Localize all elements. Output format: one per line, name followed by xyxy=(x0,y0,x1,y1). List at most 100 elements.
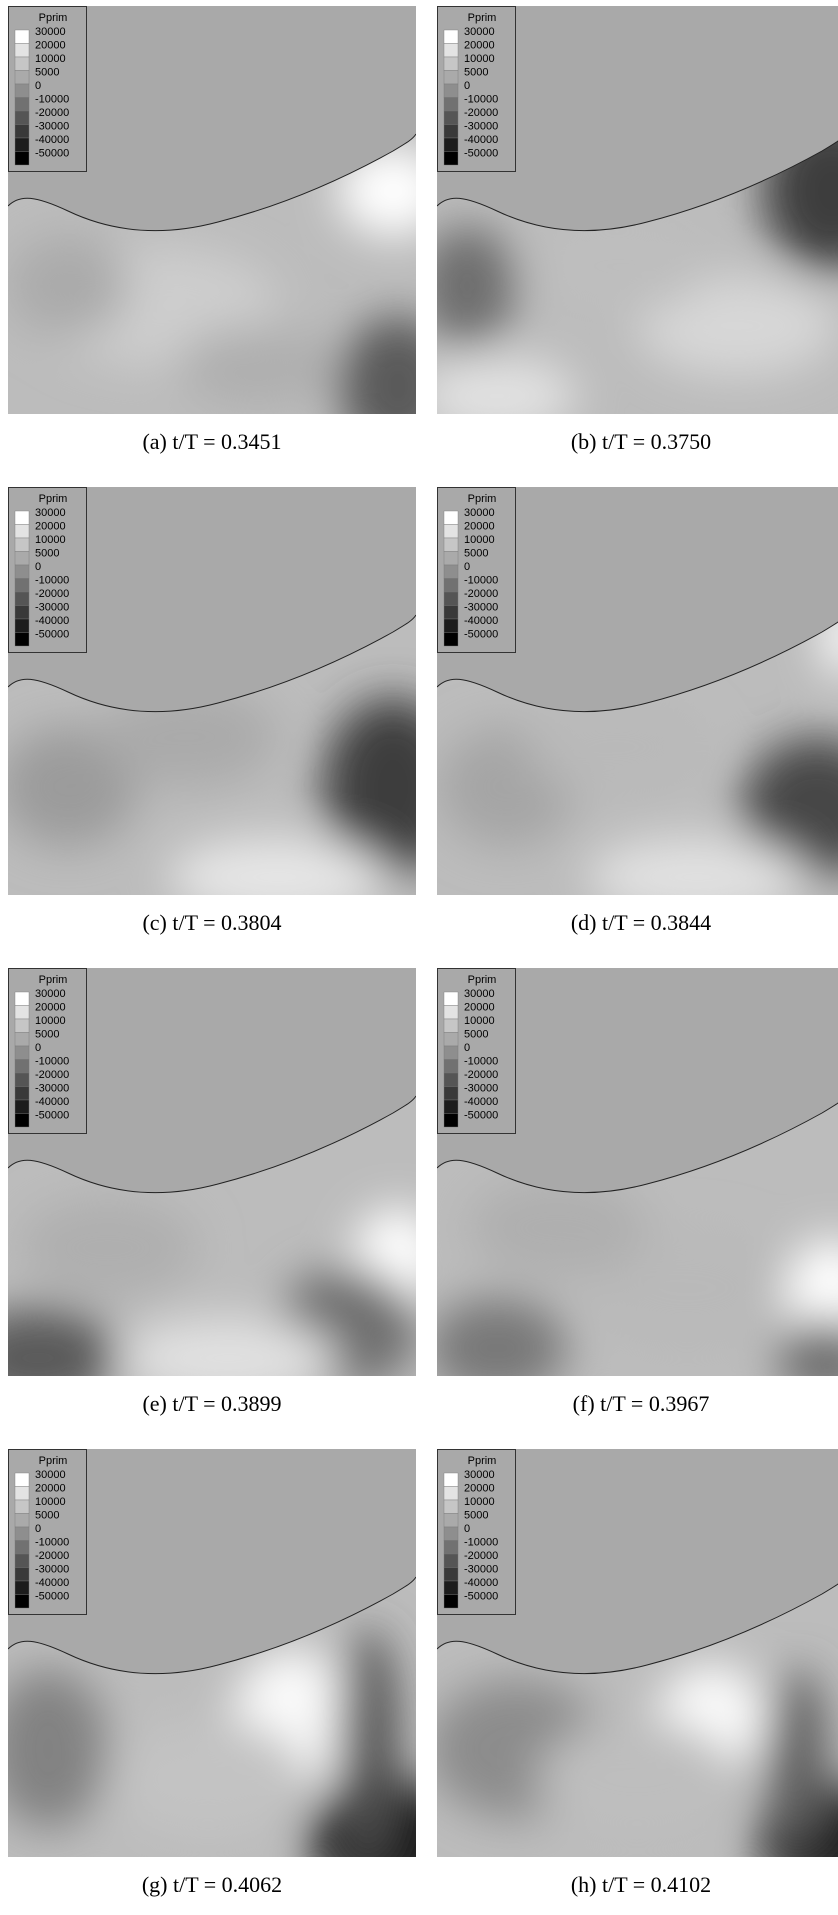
legend-swatch xyxy=(14,618,30,633)
legend-label: 10000 xyxy=(35,53,66,65)
shade xyxy=(8,236,128,336)
legend-swatch xyxy=(443,29,459,44)
legend-label: -20000 xyxy=(35,107,69,119)
legend-swatch xyxy=(443,1540,459,1555)
legend-swatch xyxy=(14,1005,30,1020)
free-surface xyxy=(8,1095,416,1194)
legend-title: Pprim xyxy=(468,12,497,24)
legend-label: -30000 xyxy=(464,601,498,613)
free-surface xyxy=(437,140,838,232)
legend-label: -50000 xyxy=(464,628,498,640)
legend-label: -20000 xyxy=(464,588,498,600)
legend-label: 30000 xyxy=(35,507,66,519)
shade xyxy=(118,1318,338,1376)
caption: (g) t/T = 0.4062 xyxy=(141,1872,283,1897)
legend-label: 5000 xyxy=(464,1028,488,1040)
legend-label: -30000 xyxy=(35,601,69,613)
legend-swatch xyxy=(14,1113,30,1128)
blobs xyxy=(8,687,416,895)
legend-label: -50000 xyxy=(35,1109,69,1121)
shade xyxy=(108,1719,308,1839)
shade xyxy=(338,1629,398,1857)
legend-label: -40000 xyxy=(464,134,498,146)
legend-label: -40000 xyxy=(35,615,69,627)
shade xyxy=(527,216,707,316)
legend-label: 20000 xyxy=(35,1001,66,1013)
legend-swatch xyxy=(443,97,459,112)
legend-title: Pprim xyxy=(39,974,68,986)
legend-swatch xyxy=(14,991,30,1006)
legend-swatch xyxy=(443,70,459,85)
shade xyxy=(338,146,416,236)
legend-label: 30000 xyxy=(464,507,495,519)
legend-label: 30000 xyxy=(464,1469,495,1481)
legend-swatch xyxy=(443,43,459,58)
legend-label: 10000 xyxy=(464,534,495,546)
legend-swatch xyxy=(443,551,459,566)
shade xyxy=(437,226,517,346)
legend-label: 5000 xyxy=(464,1509,488,1521)
caption: (d) t/T = 0.3844 xyxy=(570,910,712,935)
legend-swatch xyxy=(14,151,30,166)
legend-label: -30000 xyxy=(464,1563,498,1575)
legend-swatch xyxy=(443,1032,459,1047)
legend-label: 0 xyxy=(464,80,470,92)
legend-label: 20000 xyxy=(35,520,66,532)
legend-label: -20000 xyxy=(35,588,69,600)
legend-label: 20000 xyxy=(464,1482,495,1494)
legend-swatch xyxy=(14,591,30,606)
legend-swatch xyxy=(14,1526,30,1541)
legend-label: 20000 xyxy=(35,1482,66,1494)
blobs xyxy=(437,1178,838,1376)
legend-swatch xyxy=(14,1553,30,1568)
legend-swatch xyxy=(443,151,459,166)
legend-label: 0 xyxy=(464,561,470,573)
legend-swatch xyxy=(443,564,459,579)
legend-label: 30000 xyxy=(35,26,66,38)
legend-swatch xyxy=(14,524,30,539)
legend-swatch xyxy=(443,124,459,139)
legend-label: -20000 xyxy=(35,1550,69,1562)
legend-label: 5000 xyxy=(35,547,59,559)
legend-swatch xyxy=(14,1567,30,1582)
free-surface xyxy=(437,621,838,713)
shade xyxy=(467,1178,647,1278)
legend-label: -10000 xyxy=(464,93,498,105)
legend-swatch xyxy=(443,1486,459,1501)
legend-swatch xyxy=(443,1580,459,1595)
legend-swatch xyxy=(443,110,459,125)
shade xyxy=(8,1308,118,1376)
legend-swatch xyxy=(14,70,30,85)
legend-swatch xyxy=(443,510,459,525)
legend-label: -10000 xyxy=(35,93,69,105)
legend-swatch xyxy=(14,1472,30,1487)
shade xyxy=(537,1719,737,1839)
shade xyxy=(8,1669,108,1829)
legend-label: -40000 xyxy=(35,134,69,146)
legend-swatch xyxy=(14,1513,30,1528)
legend-label: -10000 xyxy=(35,1055,69,1067)
legend-swatch xyxy=(14,537,30,552)
legend-label: 10000 xyxy=(464,1496,495,1508)
legend-label: -30000 xyxy=(35,1082,69,1094)
legend-label: -10000 xyxy=(35,574,69,586)
legend-label: -50000 xyxy=(35,147,69,159)
legend-label: -20000 xyxy=(35,1069,69,1081)
legend-label: 5000 xyxy=(35,1028,59,1040)
blobs xyxy=(8,146,416,414)
legend-swatch xyxy=(443,591,459,606)
blobs xyxy=(437,615,838,895)
legend-swatch xyxy=(443,605,459,620)
legend-swatch xyxy=(14,137,30,152)
legend-swatch xyxy=(14,1540,30,1555)
legend-label: -20000 xyxy=(464,1069,498,1081)
legend-label: 0 xyxy=(35,561,41,573)
legend-label: -50000 xyxy=(464,147,498,159)
